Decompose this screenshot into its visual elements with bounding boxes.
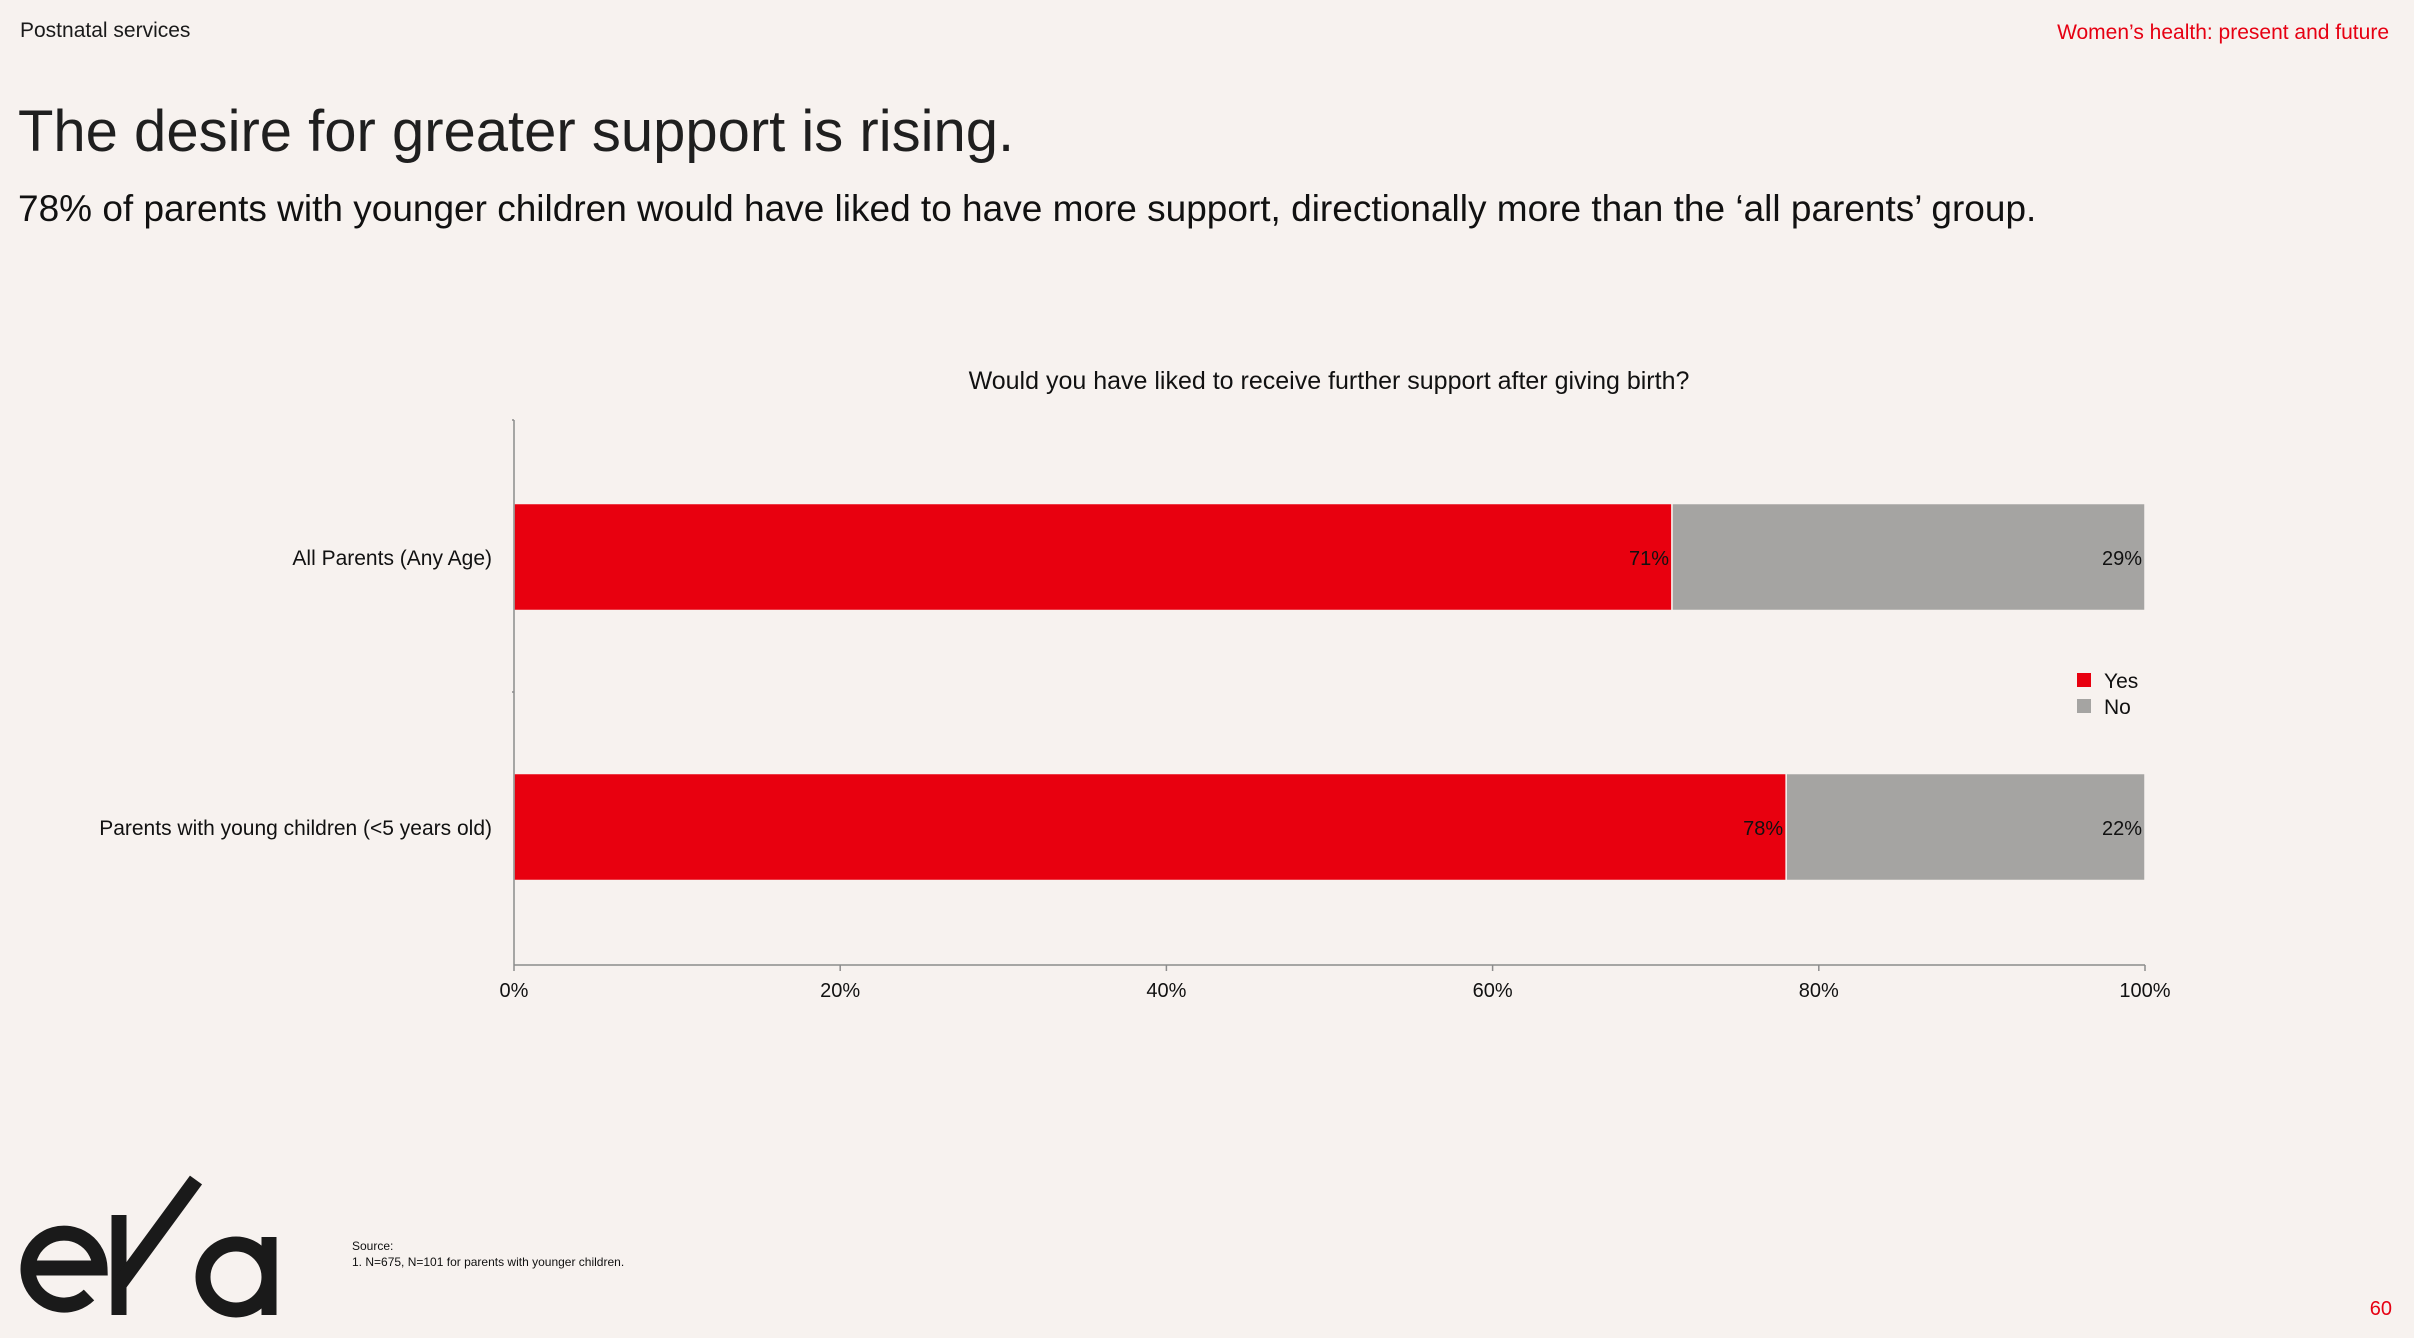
source-list: 1. N=675, N=101 for parents with younger… [352, 1254, 624, 1270]
bar-value-label: 78% [1743, 818, 1783, 840]
stacked-bar-chart: Would you have liked to receive further … [99, 367, 2171, 1002]
chart-title: Would you have liked to receive further … [969, 367, 1690, 395]
deck-title: Women’s health: present and future [2057, 21, 2389, 44]
source-note: Source: 1. N=675, N=101 for parents with… [352, 1238, 624, 1270]
page-number: 60 [2369, 1298, 2392, 1320]
page-subtitle: 78% of parents with younger children wou… [18, 188, 2037, 229]
legend-label-yes: Yes [2104, 670, 2138, 693]
bar-no [1785, 772, 2146, 882]
category-label: Parents with young children (<5 years ol… [99, 817, 492, 840]
bar-no [1671, 502, 2146, 612]
x-tick-label: 100% [2119, 980, 2170, 1002]
section-label: Postnatal services [20, 19, 191, 42]
bar-yes [513, 772, 1787, 882]
x-tick-label: 0% [500, 980, 529, 1002]
x-tick-label: 60% [1473, 980, 1513, 1002]
source-item: 1. N=675, N=101 for parents with younger… [352, 1255, 625, 1269]
legend-label-no: No [2104, 696, 2131, 719]
legend-swatch-yes [2077, 673, 2091, 687]
source-heading: Source: [352, 1239, 394, 1253]
bar-value-label: 71% [1629, 548, 1669, 570]
legend-swatch-no [2077, 699, 2091, 713]
eka-logo-icon [20, 1175, 277, 1318]
bar-yes [513, 502, 1673, 612]
x-tick-label: 80% [1799, 980, 1839, 1002]
x-tick-label: 40% [1146, 980, 1186, 1002]
eka-logo [18, 1175, 293, 1325]
page-title: The desire for greater support is rising… [18, 99, 1015, 164]
bar-value-label: 29% [2102, 548, 2142, 570]
x-tick-label: 20% [820, 980, 860, 1002]
category-label: All Parents (Any Age) [292, 547, 492, 570]
bar-value-label: 22% [2102, 818, 2142, 840]
